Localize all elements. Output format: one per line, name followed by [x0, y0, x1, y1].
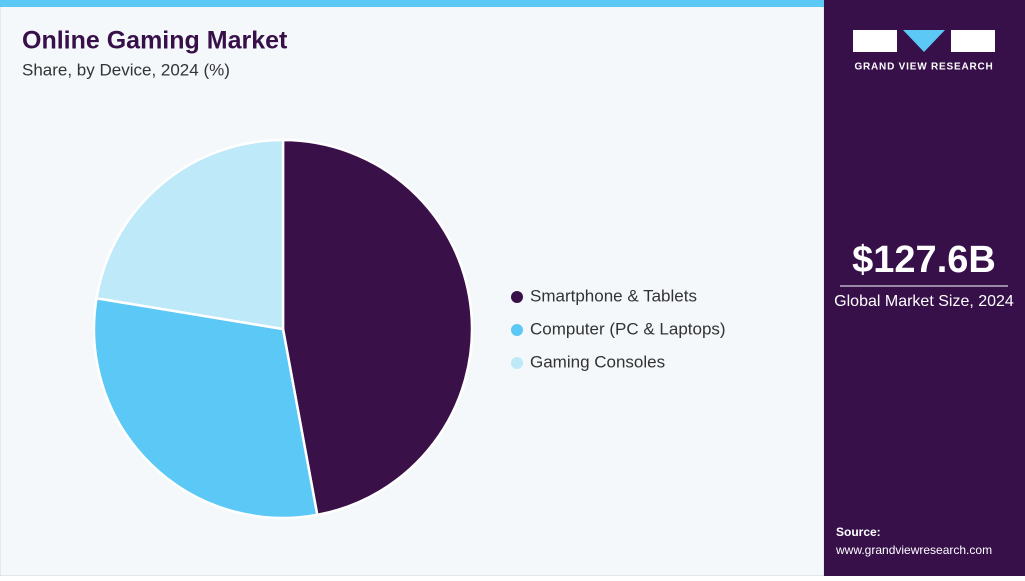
- pie-slice: [92, 296, 319, 520]
- pie: [92, 138, 474, 520]
- side-panel: [824, 0, 1025, 576]
- market-size-label: Global Market Size, 2024: [834, 293, 1014, 310]
- logo-triangle: [903, 30, 945, 52]
- legend: Smartphone & Tablets Computer (PC & Lapto…: [511, 286, 726, 371]
- legend-label: Smartphone & Tablets: [530, 286, 697, 305]
- top-stripe: [0, 0, 824, 7]
- legend-label: Computer (PC & Laptops): [530, 319, 726, 338]
- pie-slice: [95, 138, 285, 331]
- logo-block: [853, 30, 897, 52]
- legend-swatch: [511, 291, 523, 303]
- chart-title: Online Gaming Market: [22, 27, 288, 55]
- market-size: $127.6B: [852, 239, 996, 281]
- legend-swatch: [511, 357, 523, 369]
- legend-label: Gaming Consoles: [530, 352, 665, 371]
- logo: GRAND VIEW RESEARCH: [853, 30, 995, 73]
- source-url: www.grandviewresearch.com: [835, 543, 992, 557]
- legend-swatch: [511, 324, 523, 336]
- brand: GRAND VIEW RESEARCH: [854, 62, 993, 73]
- pie-slice: [281, 138, 474, 517]
- market-size-label-box: Global Market Size, 2024: [834, 293, 1014, 310]
- source-label: Source:: [836, 525, 881, 539]
- logo-block: [951, 30, 995, 52]
- chart-subtitle: Share, by Device, 2024 (%): [22, 60, 230, 79]
